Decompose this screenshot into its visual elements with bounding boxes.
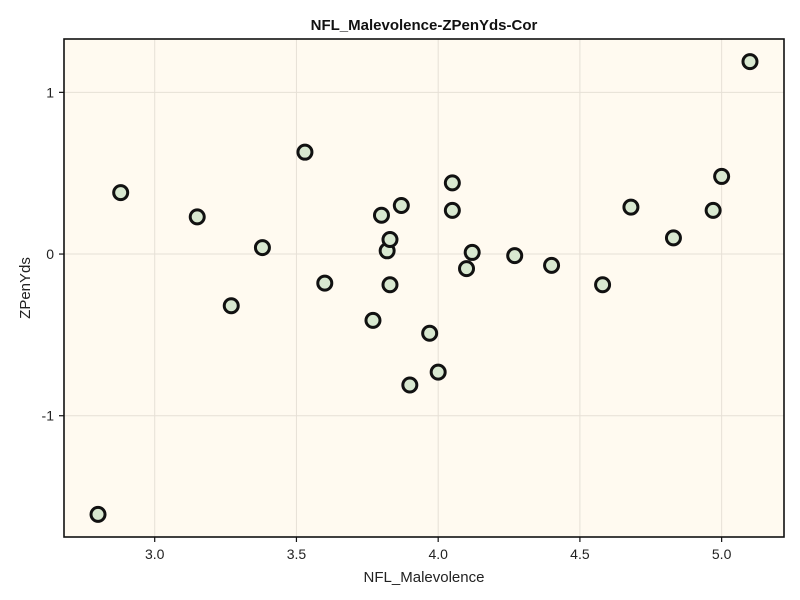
data-point — [296, 143, 314, 161]
data-point — [443, 201, 461, 219]
y-axis-label: ZPenYds — [17, 257, 34, 319]
y-tick-label: -1 — [42, 408, 55, 424]
data-point — [704, 201, 722, 219]
data-point — [392, 197, 410, 215]
data-point — [543, 256, 561, 274]
x-tick-label: 3.0 — [145, 546, 165, 562]
data-point — [381, 230, 399, 248]
data-point — [463, 243, 481, 261]
data-point — [594, 276, 612, 294]
data-point — [316, 274, 334, 292]
data-point — [381, 276, 399, 294]
data-point — [222, 297, 240, 315]
data-point — [741, 53, 759, 71]
y-axis-ticks: -1 0 1 — [42, 84, 64, 424]
data-point — [89, 505, 107, 523]
data-point — [664, 229, 682, 247]
chart-title: NFL_Malevolence-ZPenYds-Cor — [311, 17, 538, 34]
x-tick-label: 5.0 — [712, 546, 732, 562]
data-point — [364, 311, 382, 329]
data-point — [713, 167, 731, 185]
data-point — [443, 174, 461, 192]
x-tick-label: 4.5 — [570, 546, 590, 562]
data-point — [188, 208, 206, 226]
plot-area — [64, 39, 784, 537]
data-point — [421, 324, 439, 342]
data-point — [458, 260, 476, 278]
grid-lines — [64, 39, 784, 537]
data-point — [112, 184, 130, 202]
x-tick-label: 4.0 — [428, 546, 448, 562]
x-axis-label: NFL_Malevolence — [364, 569, 485, 586]
data-point — [622, 198, 640, 216]
data-points — [89, 53, 759, 523]
data-point — [401, 376, 419, 394]
data-point — [253, 239, 271, 257]
data-point — [372, 206, 390, 224]
data-point — [506, 247, 524, 265]
x-tick-label: 3.5 — [287, 546, 307, 562]
data-point — [429, 363, 447, 381]
y-tick-label: 1 — [46, 84, 54, 100]
y-tick-label: 0 — [46, 246, 54, 262]
x-axis-ticks: 3.0 3.5 4.0 4.5 5.0 — [145, 537, 732, 562]
plot-frame — [63, 38, 785, 538]
